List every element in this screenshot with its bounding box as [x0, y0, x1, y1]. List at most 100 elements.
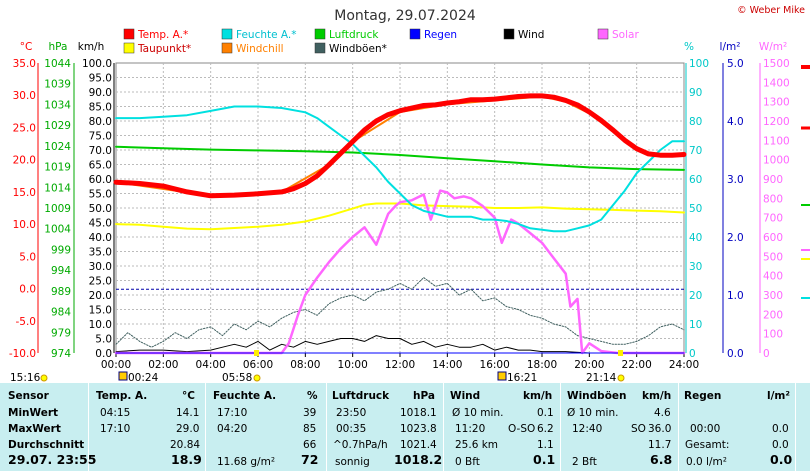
cur-temp-value: 18.9 — [171, 452, 202, 467]
hpa-axis-tick: 1024 — [44, 141, 71, 153]
unit-rain: l/m² — [720, 41, 741, 53]
min-luft-time: 23:50 — [336, 407, 367, 419]
x-tick-label: 16:00 — [480, 359, 510, 371]
solar-axis-tick: 1200 — [763, 116, 790, 128]
max-boen-value: 36.0 — [648, 423, 672, 435]
kmh-axis-tick: 20.0 — [89, 290, 112, 302]
rain-axis-tick: 5.0 — [727, 58, 744, 70]
hpa-axis-tick: 1014 — [44, 182, 71, 194]
temp-axis-tick: 20.0 — [13, 155, 36, 167]
kmh-axis-tick: 60.0 — [89, 174, 112, 186]
humidity-axis-tick: 90 — [689, 87, 702, 99]
sunrise-time: 00:24 — [128, 372, 159, 383]
rain-axis-tick: 2.0 — [727, 232, 744, 244]
humidity-axis-tick: 20 — [689, 290, 702, 302]
legend-swatch — [314, 28, 326, 40]
min-boen-value: 4.6 — [654, 407, 671, 419]
legend-swatch — [314, 42, 326, 54]
avg-boen-value: 11.7 — [648, 439, 672, 451]
row-min-label: MinWert — [8, 407, 59, 419]
unit-pct: % — [684, 41, 694, 53]
kmh-axis-tick: 85.0 — [89, 102, 112, 114]
chart-title: Montag, 29.07.2024 — [334, 8, 476, 24]
header-wind: Wind — [450, 390, 481, 402]
series-feuchtea-line — [115, 105, 685, 233]
kmh-axis-tick: 30.0 — [89, 261, 112, 273]
unit-hpa: hPa — [49, 41, 68, 53]
cur-regen-label: 0.0 l/m² — [686, 456, 727, 468]
x-tick-label: 04:00 — [196, 359, 226, 371]
header-regen-unit: l/m² — [767, 390, 790, 402]
unit-solar: W/m² — [759, 41, 787, 53]
temp-axis-tick: 0.0 — [19, 284, 36, 296]
kmh-axis-tick: 10.0 — [89, 319, 112, 331]
legend-label: Windchill — [236, 43, 284, 55]
kmh-axis-tick: 25.0 — [89, 276, 112, 288]
legend-label: Regen — [424, 29, 457, 41]
avg-regen-value: 0.0 — [772, 439, 789, 451]
header-wind-unit: km/h — [523, 390, 553, 402]
cur-wind-label: 0 Bft — [455, 456, 480, 468]
kmh-axis-tick: 70.0 — [89, 145, 112, 157]
weather-chart: Montag, 29.07.2024 © Weber Mike °C hPa km/h%… — [9, 5, 810, 383]
min-wind-value: 0.1 — [537, 407, 554, 419]
min-luft-value: 1018.1 — [400, 407, 437, 419]
max-feuchte-time: 04:20 — [217, 423, 248, 435]
header-luft-unit: hPa — [413, 390, 435, 402]
solar-axis-tick: 900 — [763, 174, 783, 186]
sun-label-1: 05:58 — [222, 372, 252, 383]
x-tick-label: 08:00 — [290, 359, 320, 371]
sunrise-icon — [118, 371, 128, 381]
x-tick-label: 22:00 — [622, 359, 652, 371]
solar-axis-tick: 200 — [763, 309, 783, 321]
legend-label: Luftdruck — [329, 29, 379, 41]
humidity-axis-tick: 80 — [689, 116, 702, 128]
header-luft: Luftdruck — [332, 390, 390, 402]
legend-label: Temp. A.* — [137, 29, 188, 41]
temp-axis-tick: 25.0 — [13, 122, 36, 134]
temp-axis-tick: 5.0 — [19, 251, 36, 263]
humidity-axis-tick: 0 — [689, 348, 696, 360]
temp-axis-tick: 15.0 — [13, 187, 36, 199]
header-sensor: Sensor — [8, 390, 49, 402]
cur-regen-value: 0.0 — [770, 452, 793, 467]
x-tick-label: 02:00 — [148, 359, 178, 371]
moon-icon — [497, 371, 507, 381]
row-current-label: 29.07. 23:55 — [8, 452, 97, 467]
hpa-axis-tick: 1044 — [44, 58, 71, 70]
solar-axis-tick: 1500 — [763, 58, 790, 70]
rain-axis-tick: 3.0 — [727, 174, 744, 186]
legend-swatch — [221, 28, 233, 40]
x-tick-label: 18:00 — [527, 359, 557, 371]
cur-boen-label: 2 Bft — [572, 456, 597, 468]
hpa-axis-tick: 1004 — [44, 224, 71, 236]
x-tick-label: 06:00 — [243, 359, 273, 371]
x-tick-label: 12:00 — [385, 359, 415, 371]
humidity-axis-tick: 30 — [689, 261, 702, 273]
avg-wind-value: 1.1 — [537, 439, 554, 451]
x-tick-label: 14:00 — [432, 359, 462, 371]
header-feuchte-unit: % — [307, 390, 318, 402]
solar-axis-tick: 700 — [763, 213, 783, 225]
max-boen-time: 12:40 — [572, 423, 603, 435]
hpa-axis-tick: 984 — [51, 307, 71, 319]
solar-axis-tick: 300 — [763, 290, 783, 302]
solar-axis-tick: 100 — [763, 329, 783, 341]
x-tick-label: 20:00 — [574, 359, 604, 371]
avg-temp-value: 20.84 — [170, 439, 201, 451]
legend-label: Solar — [612, 29, 639, 41]
humidity-axis-tick: 10 — [689, 319, 702, 331]
kmh-axis-tick: 55.0 — [89, 189, 112, 201]
series-luftdruck-line — [115, 145, 685, 171]
kmh-axis-tick: 75.0 — [89, 131, 112, 143]
humidity-axis-tick: 50 — [689, 203, 702, 215]
hpa-axis-tick: 1019 — [44, 162, 71, 174]
max-feuchte-value: 85 — [303, 423, 317, 435]
legend-label: Windböen* — [329, 43, 387, 55]
avg-luft-value: 1021.4 — [400, 439, 437, 451]
max-wind-time: 11:20 — [455, 423, 486, 435]
temp-axis-tick: 35.0 — [13, 58, 36, 70]
header-regen: Regen — [684, 390, 722, 402]
min-boen-label: Ø 10 min. — [567, 407, 619, 419]
sunrise-marker — [254, 350, 259, 356]
